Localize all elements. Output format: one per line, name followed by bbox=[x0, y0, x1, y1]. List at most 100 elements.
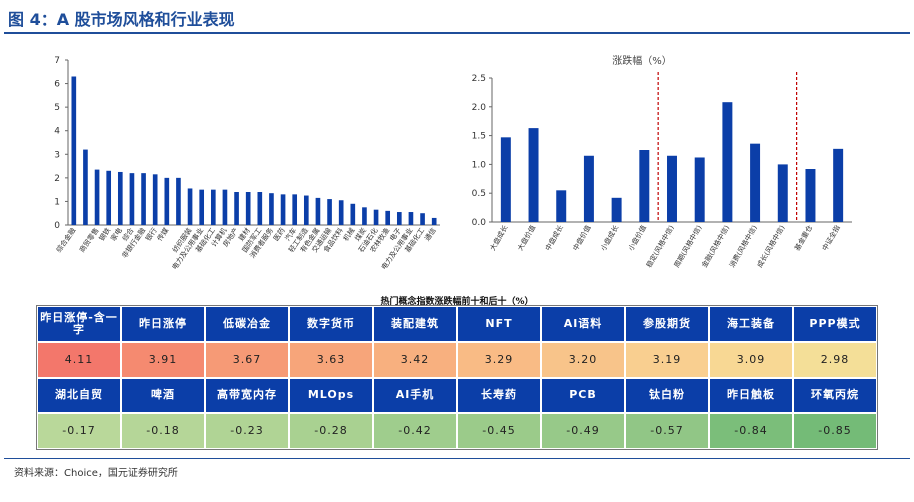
bottom-concept-value: -0.57 bbox=[625, 413, 709, 449]
bar bbox=[315, 197, 321, 225]
x-tick-label: 成长(风格中信) bbox=[755, 223, 787, 269]
top-concept-name: 海工装备 bbox=[709, 306, 793, 342]
bar bbox=[199, 189, 205, 225]
top-concept-value: 3.63 bbox=[289, 341, 373, 378]
bar bbox=[528, 128, 539, 222]
bar bbox=[556, 190, 567, 222]
source-note: 资料来源：Choice，国元证券研究所 bbox=[14, 468, 178, 479]
bar bbox=[420, 213, 425, 225]
top-concept-name: 参股期货 bbox=[625, 306, 709, 342]
bar bbox=[500, 137, 511, 222]
bar bbox=[350, 203, 356, 225]
top-concept-name: PPP模式 bbox=[793, 306, 877, 342]
bar bbox=[117, 171, 123, 225]
x-tick-label: 基金重仓 bbox=[792, 224, 814, 253]
bottom-concept-value: -0.49 bbox=[541, 413, 625, 449]
y-tick-label: 0.5 bbox=[472, 189, 486, 199]
bar bbox=[639, 150, 650, 222]
y-tick-label: 4 bbox=[54, 127, 60, 137]
bar bbox=[280, 194, 286, 225]
y-tick-label: 2.0 bbox=[472, 103, 487, 113]
bar bbox=[164, 177, 170, 225]
x-tick-label: 中盘价值 bbox=[571, 224, 593, 253]
x-tick-label: 消费(风格中信) bbox=[727, 223, 759, 269]
bar bbox=[71, 76, 77, 225]
bar bbox=[362, 207, 367, 225]
y-tick-label: 2 bbox=[54, 174, 60, 184]
bar bbox=[373, 209, 379, 225]
title-rule bbox=[4, 32, 910, 34]
bar bbox=[338, 200, 344, 225]
bar bbox=[694, 157, 705, 222]
bottom-concept-name: 环氧丙烷 bbox=[793, 377, 877, 414]
bar bbox=[234, 192, 239, 225]
bar bbox=[722, 102, 733, 222]
top-concept-name: 昨日涨停-含一字 bbox=[37, 306, 121, 342]
bar bbox=[106, 170, 112, 225]
bar bbox=[269, 193, 274, 225]
bar bbox=[385, 210, 391, 225]
x-tick-label: 稳定(风格中信) bbox=[644, 223, 676, 269]
top-concept-value: 3.42 bbox=[373, 341, 457, 378]
top-concept-name: AI语料 bbox=[541, 306, 625, 342]
y-tick-label: 5 bbox=[54, 103, 60, 113]
y-tick-label: 1.0 bbox=[472, 160, 487, 170]
x-tick-label: 传媒 bbox=[155, 226, 170, 243]
x-tick-label: 大盘价值 bbox=[515, 224, 537, 253]
bar bbox=[292, 194, 298, 225]
x-tick-label: 钢铁 bbox=[97, 226, 112, 243]
bar bbox=[83, 149, 88, 225]
bottom-concept-name: 昨日触板 bbox=[709, 377, 793, 414]
top-concept-value: 3.20 bbox=[541, 341, 625, 378]
bottom-concept-value: -0.23 bbox=[205, 413, 289, 449]
top-concept-value: 3.09 bbox=[709, 341, 793, 378]
x-tick-label: 机械 bbox=[341, 226, 356, 243]
bar bbox=[222, 189, 228, 225]
bar bbox=[245, 192, 251, 225]
top-concept-value: 3.29 bbox=[457, 341, 541, 378]
x-tick-label: 中证全指 bbox=[820, 224, 842, 253]
x-tick-label: 周期(风格中信) bbox=[672, 223, 704, 269]
top-concept-value: 4.11 bbox=[37, 341, 121, 378]
x-tick-label: 医药 bbox=[271, 226, 286, 243]
bottom-concept-name: PCB bbox=[541, 377, 625, 414]
x-tick-label: 大盘成长 bbox=[488, 224, 510, 253]
top-concept-name: NFT bbox=[457, 306, 541, 342]
bar bbox=[667, 155, 677, 222]
bottom-concept-name: 长寿药 bbox=[457, 377, 541, 414]
bottom-concept-value: -0.17 bbox=[37, 413, 121, 449]
concept-table: 昨日涨停-含一字 昨日涨停 低碳冶金 数字货币 装配建筑 NFT AI语料 参股期货 海工装备 P… bbox=[36, 305, 878, 450]
y-tick-label: 1 bbox=[54, 197, 60, 207]
top-concept-value: 3.19 bbox=[625, 341, 709, 378]
chart-title: 涨跌幅（%） bbox=[612, 54, 672, 67]
top-concept-value: 3.91 bbox=[121, 341, 205, 378]
x-tick-label: 通信 bbox=[422, 226, 437, 243]
y-tick-label: 2.5 bbox=[472, 74, 486, 84]
bottom-concept-value: -0.42 bbox=[373, 413, 457, 449]
top-concept-name: 昨日涨停 bbox=[121, 306, 205, 342]
top-concept-name: 低碳冶金 bbox=[205, 306, 289, 342]
x-tick-label: 金融(风格中信) bbox=[700, 223, 732, 269]
table-title: 热门概念指数涨跌幅前十和后十（%） bbox=[380, 297, 534, 307]
x-tick-label: 小盘成长 bbox=[599, 224, 621, 253]
bar bbox=[833, 148, 844, 222]
bar bbox=[408, 212, 414, 225]
bottom-concept-name: 啤酒 bbox=[121, 377, 205, 414]
x-tick-label: 小盘价值 bbox=[626, 224, 648, 253]
bar bbox=[750, 143, 761, 222]
x-tick-label: 商贸零售 bbox=[77, 226, 100, 254]
bottom-concept-name: 高带宽内存 bbox=[205, 377, 289, 414]
bar bbox=[257, 192, 263, 225]
bar bbox=[327, 199, 332, 225]
bottom-concept-value: -0.84 bbox=[709, 413, 793, 449]
bar bbox=[210, 189, 216, 225]
y-tick-label: 0.0 bbox=[472, 218, 487, 228]
figure-title: 图 4：A 股市场风格和行业表现 bbox=[8, 10, 235, 29]
bottom-concept-name: 钛白粉 bbox=[625, 377, 709, 414]
bar bbox=[152, 174, 158, 225]
y-tick-label: 1.5 bbox=[472, 132, 486, 142]
bottom-concept-value: -0.18 bbox=[121, 413, 205, 449]
bar bbox=[583, 155, 594, 222]
bar bbox=[94, 169, 100, 225]
